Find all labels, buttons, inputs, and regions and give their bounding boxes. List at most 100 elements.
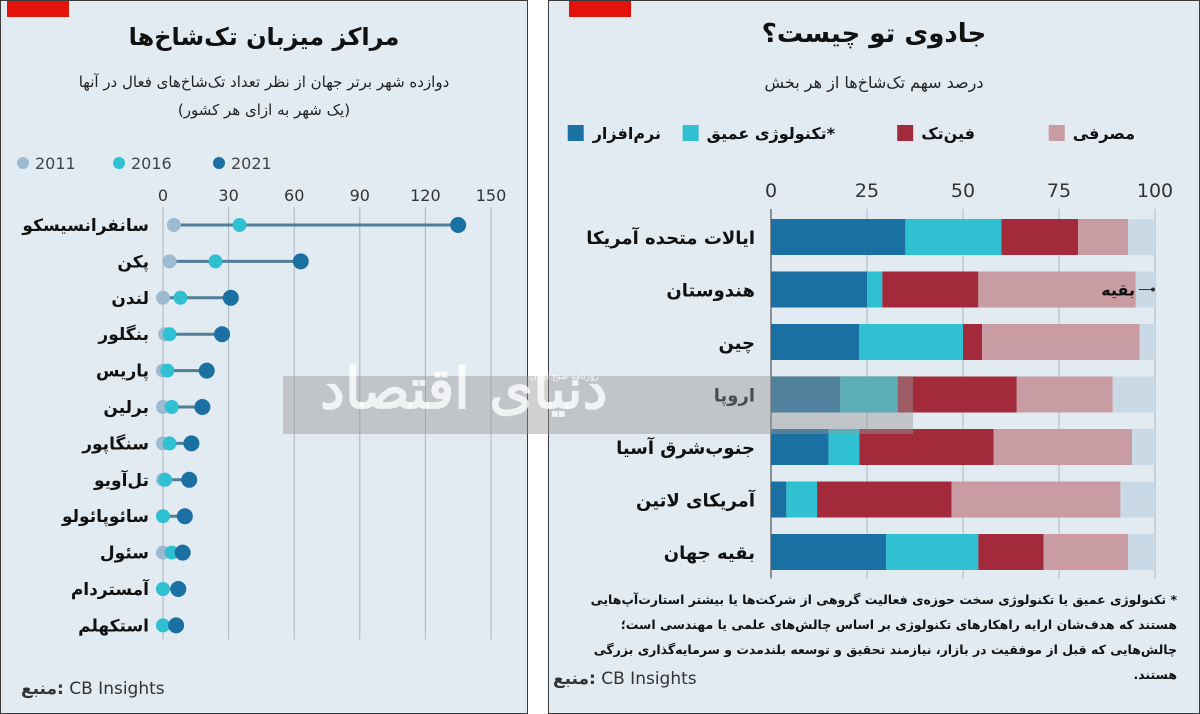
legend-label-2016: 2016 xyxy=(131,154,172,173)
bar-segment xyxy=(978,271,1136,308)
watermark-band xyxy=(283,376,913,434)
dot-2021 xyxy=(214,326,231,343)
bar-segment xyxy=(963,324,983,360)
dot-2016 xyxy=(158,472,173,487)
dot-2016 xyxy=(156,582,170,596)
tick-label-x: 30 xyxy=(218,186,238,205)
category-label: جنوب‌شرق آسیا xyxy=(616,436,755,459)
tick-label-x: 0 xyxy=(765,180,777,202)
bar-segment xyxy=(771,324,860,360)
bar-segment xyxy=(786,481,818,518)
row-label: سانفرانسیسکو xyxy=(21,216,149,236)
bar-segment xyxy=(1128,534,1155,570)
dot-2021 xyxy=(194,399,211,415)
left-chart-title: مراکز میزبان تک‌شاخ‌ها xyxy=(128,23,400,51)
legend-label: فین‌تک xyxy=(921,124,975,143)
bar-segment xyxy=(1139,324,1155,360)
row-label: برلین xyxy=(103,398,149,418)
dot-2016 xyxy=(164,400,179,414)
bar-segment xyxy=(1001,219,1079,255)
dot-2011 xyxy=(166,218,181,232)
row-label: تل‌آویو xyxy=(93,469,149,491)
bar-segment xyxy=(817,481,952,518)
tick-label-x: 50 xyxy=(951,180,975,202)
bar-segment xyxy=(828,429,860,465)
row-label: سائوپائولو xyxy=(61,507,149,527)
right-chart-panel: جادوی تو چیست؟ درصد سهم تک‌شاخ‌ها از هر … xyxy=(548,0,1200,714)
dot-2016 xyxy=(156,618,170,633)
bar-segment xyxy=(771,481,787,518)
bar-segment xyxy=(1128,219,1155,255)
dot-2016 xyxy=(162,436,177,451)
dot-2016 xyxy=(208,254,223,269)
tick-label-x: 60 xyxy=(284,186,304,205)
bar-segment xyxy=(771,534,887,570)
bar-segment xyxy=(771,376,841,413)
tick-label-x: 90 xyxy=(350,186,370,205)
dot-2021 xyxy=(176,508,193,525)
bar-segment xyxy=(882,271,979,308)
dot-2016 xyxy=(160,363,175,378)
bar-segment xyxy=(1043,534,1129,570)
bar-segment xyxy=(859,429,994,465)
row-label: پکن xyxy=(117,252,149,272)
red-tag xyxy=(7,1,69,17)
dot-2016 xyxy=(156,509,170,524)
legend-label-2011: 2011 xyxy=(35,154,76,173)
right-source: منبع: CB Insights xyxy=(553,669,697,689)
bar-segment xyxy=(897,376,1017,413)
bar-segment xyxy=(993,429,1132,465)
category-label: هندوستان xyxy=(666,281,755,302)
dot-2021 xyxy=(174,544,191,561)
tick-label-x: 75 xyxy=(1047,180,1071,202)
tick-label-x: 150 xyxy=(476,186,507,205)
category-label: بقیه جهان xyxy=(664,543,755,564)
dot-2011 xyxy=(162,254,177,269)
bar-segment xyxy=(905,219,1002,255)
dot-2021 xyxy=(292,253,309,270)
dot-2021 xyxy=(168,617,185,634)
left-source: منبع: CB Insights xyxy=(21,679,165,699)
legend-marker-2011 xyxy=(17,157,29,169)
left-source-text: CB Insights xyxy=(69,679,165,699)
bar-segment xyxy=(771,219,906,255)
right-chart-title: جادوی تو چیست؟ xyxy=(761,19,987,49)
dot-2021 xyxy=(450,217,467,233)
bar-segment xyxy=(840,376,898,413)
category-label: ایالات متحده آمریکا xyxy=(586,226,755,249)
legend-label-2021: 2021 xyxy=(231,154,272,173)
legend-label: نرم‌افزار xyxy=(592,124,661,143)
bar-segment xyxy=(859,324,963,360)
row-label: سئول xyxy=(100,544,149,564)
legend-label: مصرفی xyxy=(1073,124,1135,143)
bar-segment xyxy=(1131,429,1155,465)
bar-segment xyxy=(1120,481,1155,518)
dot-2021 xyxy=(183,435,200,452)
category-label: اروپا xyxy=(714,386,755,407)
bar-segment xyxy=(771,429,829,465)
dot-chart: 2011 2016 2021 0 30 60 90 120 150 سانفرانسیسکو پکن… xyxy=(17,154,507,640)
row-label: آمستردام xyxy=(71,578,150,600)
stacked-bar-chart: نرم‌افزار تکنولوژی عمیق* فین‌تک مصرفی 0 25 50 7… xyxy=(567,124,1173,579)
row-label: استکهلم xyxy=(78,616,149,636)
tick-label-x: 0 xyxy=(158,186,168,205)
bar-segment xyxy=(1112,376,1155,413)
dot-2021 xyxy=(198,362,215,379)
dot-2016 xyxy=(232,218,247,232)
category-label: آمریکای لاتین xyxy=(636,489,756,512)
right-chart-subtitle: درصد سهم تک‌شاخ‌ها از هر بخش xyxy=(764,73,984,92)
right-source-text: CB Insights xyxy=(601,669,697,689)
bar-segment xyxy=(771,271,867,308)
footnote: * تکنولوژی عمیق یا تکنولوژی سخت حوزه‌ی ف… xyxy=(590,592,1177,682)
left-chart-subtitle-line1: دوازده شهر برتر جهان از نظر تعداد تک‌شاخ… xyxy=(78,73,450,91)
remainder-annotation: بقیه xyxy=(1101,281,1135,300)
bar-segment xyxy=(867,271,883,308)
dot-2021 xyxy=(222,289,239,306)
dot-2021 xyxy=(181,471,198,488)
row-label: بنگلور xyxy=(97,324,149,345)
left-chart-subtitle-line2: (یک شهر به ازای هر کشور) xyxy=(177,101,351,119)
remainder-pointer-dot xyxy=(1151,287,1155,292)
red-tag xyxy=(569,1,631,17)
dot-2021 xyxy=(170,581,187,597)
legend-label: تکنولوژی عمیق* xyxy=(707,124,836,143)
